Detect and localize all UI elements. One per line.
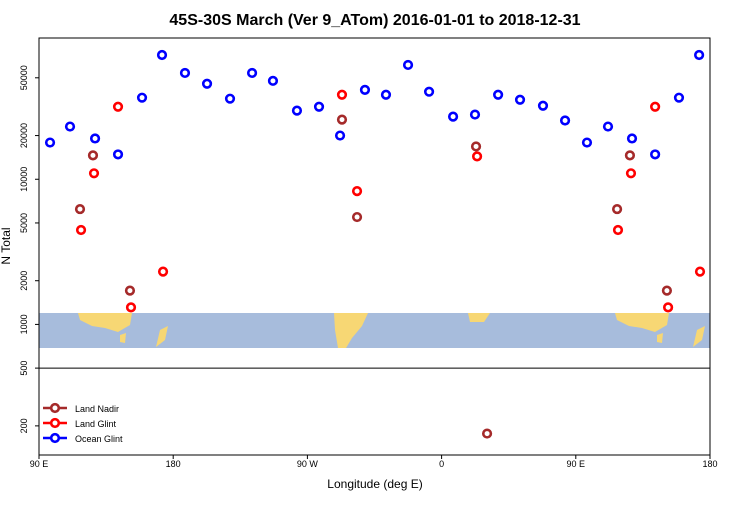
data-point (89, 133, 101, 144)
data-point (87, 150, 99, 161)
legend-marker (49, 432, 61, 444)
y-tick-label: 10000 (19, 167, 29, 192)
data-point (469, 109, 481, 120)
data-point (336, 114, 348, 125)
data-point (625, 168, 637, 179)
x-tick-label: 90 W (297, 459, 319, 469)
data-point (694, 49, 705, 61)
data-point (246, 67, 258, 79)
data-point (336, 89, 348, 100)
data-point (612, 224, 624, 236)
legend-marker (49, 417, 61, 429)
data-point (157, 266, 169, 277)
data-point (581, 137, 593, 148)
data-point (624, 150, 636, 161)
data-point (136, 92, 148, 103)
legend-label: Ocean Glint (75, 434, 123, 444)
data-point (423, 86, 435, 97)
data-point (559, 115, 571, 126)
y-tick-label: 50000 (19, 65, 29, 90)
data-point (537, 100, 549, 111)
data-point (514, 94, 526, 105)
data-point (661, 285, 673, 296)
x-tick-label: 90 E (30, 459, 49, 469)
data-point (602, 121, 614, 132)
data-point (334, 130, 346, 141)
data-point (493, 89, 504, 100)
y-tick-label: 20000 (19, 123, 29, 148)
data-point (662, 302, 674, 313)
data-point (291, 105, 303, 116)
legend-marker (49, 402, 61, 414)
data-point (380, 89, 392, 100)
y-tick-label: 5000 (19, 213, 29, 233)
data-point (359, 84, 371, 95)
data-point (673, 92, 685, 103)
y-tick-label: 2000 (19, 271, 29, 291)
data-point (112, 149, 124, 160)
map-strip (39, 313, 710, 348)
y-tick-label: 200 (19, 418, 29, 433)
data-point (124, 285, 136, 296)
y-tick-label: 1000 (19, 314, 29, 334)
x-axis-label: Longitude (deg E) (327, 477, 422, 491)
data-point (224, 93, 236, 104)
data-point (471, 151, 483, 162)
data-point (470, 141, 482, 152)
legend-label: Land Nadir (75, 404, 119, 414)
data-point (156, 49, 168, 61)
x-tick-label: 90 E (567, 459, 586, 469)
data-point (75, 224, 87, 236)
data-point (74, 203, 86, 215)
chart-title: 45S-30S March (Ver 9_ATom) 2016-01-01 to… (169, 12, 580, 29)
data-point (179, 67, 191, 79)
data-point (481, 428, 493, 439)
data-point (694, 266, 706, 277)
data-point (201, 78, 213, 89)
data-point (125, 302, 137, 313)
data-point (351, 211, 363, 223)
data-point (64, 121, 76, 132)
data-point (112, 101, 124, 112)
x-tick-label: 180 (166, 459, 181, 469)
data-point (650, 101, 661, 112)
y-tick-label: 500 (19, 361, 29, 376)
y-axis-label: N Total (0, 227, 13, 264)
data-point (44, 137, 56, 148)
data-point (650, 149, 661, 160)
x-tick-label: 180 (702, 459, 717, 469)
legend-label: Land Glint (75, 419, 117, 429)
data-point (267, 75, 279, 86)
data-point (612, 203, 623, 215)
plot-frame (38, 37, 711, 456)
data-point (626, 133, 638, 144)
data-point (447, 111, 459, 122)
data-point (313, 101, 325, 112)
data-point (402, 59, 414, 71)
x-tick-label: 0 (439, 459, 444, 469)
data-point (351, 186, 363, 197)
data-point (88, 168, 100, 179)
